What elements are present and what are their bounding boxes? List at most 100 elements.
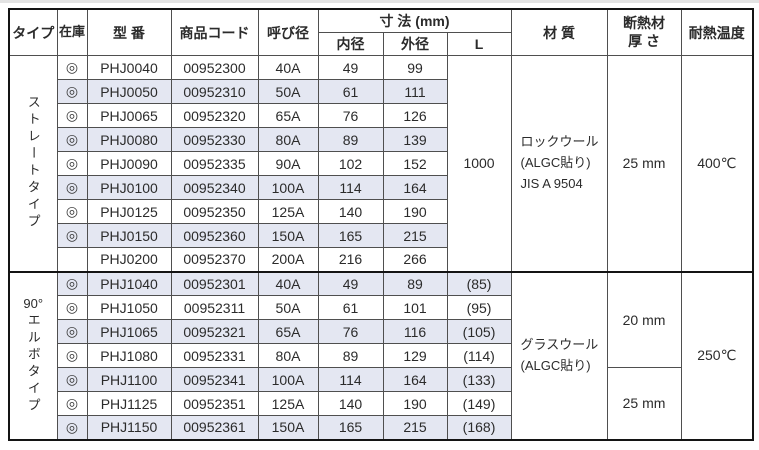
stock-cell: ◎ (56, 127, 88, 152)
insulation-thickness-cell: 25 mm (606, 55, 682, 272)
product-spec-table: タイプ 在庫 型 番 商品コード 呼び径 寸 法 (mm) 材 質 断熱材 厚 … (8, 8, 755, 441)
header-material: 材 質 (510, 8, 608, 56)
nominal-diameter-cell: 100A (257, 367, 319, 392)
type-label-block: 90° エルボタイプ (10, 275, 56, 437)
model-cell: PHJ0040 (86, 55, 172, 80)
inner-diameter-cell: 76 (317, 103, 384, 128)
model-cell: PHJ0100 (86, 175, 172, 200)
nominal-diameter-cell: 150A (257, 223, 319, 248)
model-cell: PHJ1050 (86, 295, 172, 320)
inner-diameter-cell: 49 (317, 270, 384, 296)
model-cell: PHJ0050 (86, 79, 172, 104)
length-cell: (168) (446, 415, 512, 440)
table-row: ◎ PHJ1100 00952341 100A 114 164 (133) 25 mm (9, 367, 753, 440)
header-row-1: タイプ 在庫 型 番 商品コード 呼び径 寸 法 (mm) 材 質 断熱材 厚 … (8, 8, 754, 56)
inner-diameter-cell: 216 (317, 247, 384, 272)
product-code-cell: 00952335 (170, 151, 259, 176)
model-cell: PHJ1065 (86, 319, 172, 344)
length-cell: (149) (446, 391, 512, 416)
table-row: ◎ PHJ0150 00952360 150A 165 215 (9, 223, 753, 248)
outer-diameter-cell: 164 (382, 175, 448, 200)
inner-diameter-cell: 49 (317, 55, 384, 80)
header-insulation-thickness: 断熱材 厚 さ (606, 8, 682, 56)
outer-diameter-cell: 129 (382, 343, 448, 368)
product-code-cell: 00952331 (170, 343, 259, 368)
nominal-diameter-cell: 150A (257, 415, 319, 440)
inner-diameter-cell: 140 (317, 391, 384, 416)
inner-diameter-cell: 114 (317, 175, 384, 200)
header-row-2: 内径 外径 L (9, 32, 753, 56)
table-row: ◎ PHJ1150 00952361 150A 165 215 (168) (9, 415, 753, 440)
type-prefix-label: 90° (23, 296, 44, 311)
type-label-block: ストレートタイプ (10, 58, 56, 269)
table-row: ◎ PHJ0100 00952340 100A 114 164 (9, 175, 753, 200)
nominal-diameter-cell: 90A (257, 151, 319, 176)
insulation-thickness-cell: 20 mm (606, 270, 682, 368)
product-code-cell: 00952311 (170, 295, 259, 320)
header-product-code: 商品コード (170, 8, 259, 56)
stock-cell: ◎ (56, 151, 88, 176)
product-code-cell: 00952310 (170, 79, 259, 104)
table-row: ◎ PHJ0050 00952310 50A 61 111 (9, 79, 753, 104)
table-row: ◎ PHJ0080 00952330 80A 89 139 (9, 127, 753, 152)
inner-diameter-cell: 89 (317, 343, 384, 368)
header-heat-temp: 耐熱温度 (680, 8, 754, 56)
table-section-1: ストレートタイプ ◎ PHJ0040 00952300 40A 49 99 1000 ロックウー… (8, 55, 754, 272)
header-nominal-diameter: 呼び径 (257, 8, 319, 56)
product-code-cell: 00952301 (170, 270, 259, 296)
length-cell: (105) (446, 319, 512, 344)
table-row: PHJ0200 00952370 200A 216 266 (9, 247, 753, 272)
table-row: 90° エルボタイプ ◎ PHJ1040 00952301 40A 49 89 (85) グラスウ… (8, 270, 754, 440)
nominal-diameter-cell: 40A (257, 55, 319, 80)
stock-cell: ◎ (56, 270, 88, 296)
inner-diameter-cell: 76 (317, 319, 384, 344)
type-vertical-label: ストレートタイプ (25, 95, 41, 232)
nominal-diameter-cell: 65A (257, 319, 319, 344)
stock-cell: ◎ (56, 415, 88, 440)
model-cell: PHJ1125 (86, 391, 172, 416)
header-stock: 在庫 (56, 8, 88, 56)
nominal-diameter-cell: 80A (257, 343, 319, 368)
inner-diameter-cell: 89 (317, 127, 384, 152)
product-code-cell: 00952351 (170, 391, 259, 416)
table-row: ◎ PHJ0090 00952335 90A 102 152 (9, 151, 753, 176)
insulation-thickness-cell: 25 mm (606, 367, 682, 440)
stock-cell: ◎ (56, 55, 88, 80)
length-cell: (114) (446, 343, 512, 368)
table-row: ◎ PHJ0065 00952320 65A 76 126 (9, 103, 753, 128)
product-code-cell: 00952350 (170, 199, 259, 224)
inner-diameter-cell: 165 (317, 223, 384, 248)
table-header: タイプ 在庫 型 番 商品コード 呼び径 寸 法 (mm) 材 質 断熱材 厚 … (8, 8, 754, 56)
outer-diameter-cell: 89 (382, 270, 448, 296)
table-row: ストレートタイプ ◎ PHJ0040 00952300 40A 49 99 1000 ロックウー… (8, 55, 754, 272)
product-code-cell: 00952330 (170, 127, 259, 152)
stock-cell: ◎ (56, 343, 88, 368)
stock-cell: ◎ (56, 319, 88, 344)
nominal-diameter-cell: 125A (257, 199, 319, 224)
table-row: ◎ PHJ1065 00952321 65A 76 116 (105) (9, 319, 753, 344)
stock-cell: ◎ (56, 79, 88, 104)
outer-diameter-cell: 116 (382, 319, 448, 344)
length-merged-cell: 1000 (446, 55, 512, 272)
heat-temp-cell: 250℃ (680, 270, 754, 440)
length-cell: (95) (446, 295, 512, 320)
model-cell: PHJ1100 (86, 367, 172, 392)
heat-temp-cell: 400℃ (680, 55, 754, 272)
type-cell: 90° エルボタイプ (8, 270, 58, 440)
header-dimensions: 寸 法 (mm) (317, 8, 512, 33)
inner-diameter-cell: 61 (317, 79, 384, 104)
outer-diameter-cell: 215 (382, 415, 448, 440)
product-code-cell: 00952300 (170, 55, 259, 80)
product-code-cell: 00952340 (170, 175, 259, 200)
nominal-diameter-cell: 40A (257, 270, 319, 296)
stock-cell: ◎ (56, 223, 88, 248)
page-top-edge (0, 0, 759, 3)
product-code-cell: 00952360 (170, 223, 259, 248)
product-code-cell: 00952370 (170, 247, 259, 272)
type-vertical-label: エルボタイプ (25, 313, 41, 415)
outer-diameter-cell: 164 (382, 367, 448, 392)
outer-diameter-cell: 266 (382, 247, 448, 272)
stock-cell: ◎ (56, 391, 88, 416)
nominal-diameter-cell: 200A (257, 247, 319, 272)
nominal-diameter-cell: 80A (257, 127, 319, 152)
